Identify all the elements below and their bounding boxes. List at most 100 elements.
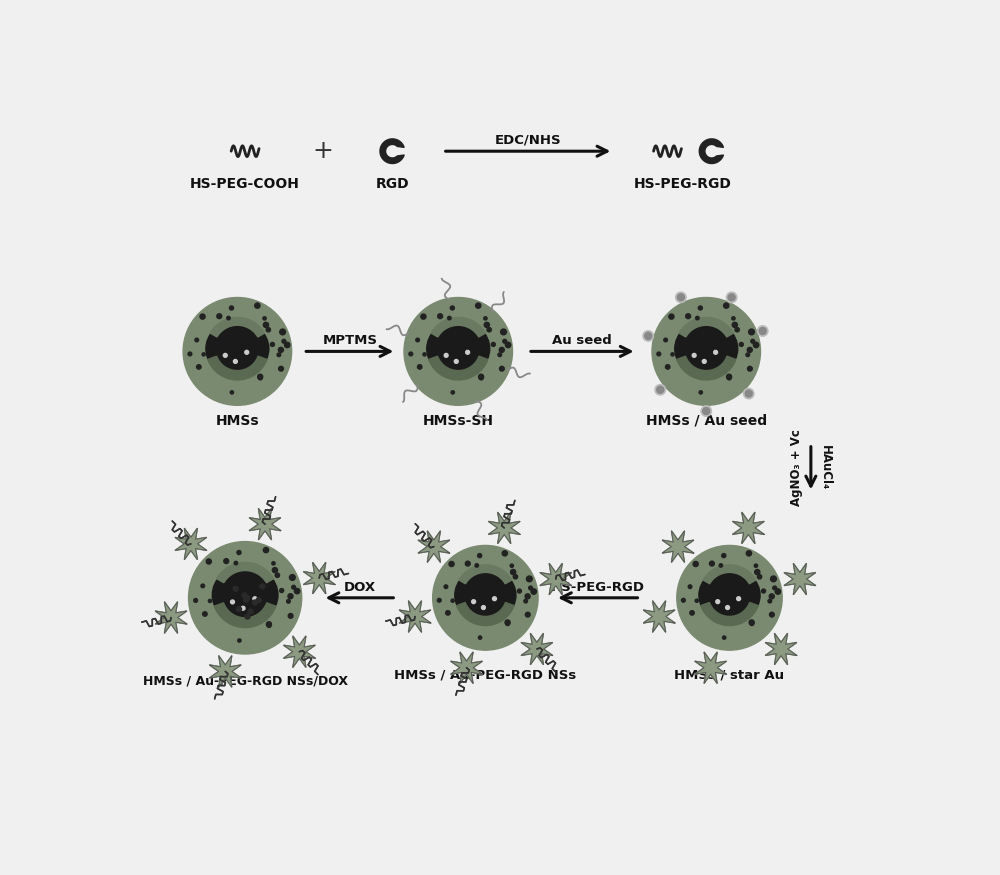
- Circle shape: [499, 367, 504, 371]
- Circle shape: [505, 620, 510, 625]
- Polygon shape: [249, 508, 281, 540]
- Circle shape: [493, 597, 496, 600]
- Circle shape: [195, 338, 199, 342]
- Circle shape: [253, 597, 257, 600]
- Wedge shape: [214, 603, 276, 627]
- Circle shape: [279, 367, 283, 371]
- Circle shape: [292, 585, 296, 589]
- Circle shape: [476, 303, 481, 308]
- Polygon shape: [210, 655, 241, 687]
- Text: EDC/NHS: EDC/NHS: [495, 134, 561, 147]
- Circle shape: [688, 584, 692, 589]
- Circle shape: [288, 594, 293, 598]
- Circle shape: [245, 614, 250, 619]
- Ellipse shape: [212, 566, 278, 624]
- Circle shape: [423, 353, 426, 356]
- Circle shape: [475, 564, 478, 567]
- Circle shape: [703, 408, 710, 415]
- Circle shape: [217, 314, 222, 318]
- Wedge shape: [457, 603, 514, 626]
- Circle shape: [719, 564, 723, 567]
- Text: MPTMS: MPTMS: [322, 334, 377, 347]
- Ellipse shape: [427, 320, 490, 377]
- Circle shape: [472, 599, 476, 604]
- Circle shape: [451, 391, 454, 394]
- Circle shape: [749, 329, 754, 335]
- Ellipse shape: [206, 320, 269, 377]
- Circle shape: [643, 331, 654, 341]
- Text: HMSs: HMSs: [216, 414, 259, 428]
- Circle shape: [747, 347, 752, 353]
- Circle shape: [466, 350, 470, 354]
- Polygon shape: [733, 512, 764, 543]
- Circle shape: [258, 374, 263, 379]
- Circle shape: [244, 595, 249, 600]
- Wedge shape: [431, 318, 485, 337]
- Circle shape: [498, 353, 502, 357]
- Text: RGD: RGD: [376, 178, 409, 192]
- Circle shape: [696, 317, 699, 320]
- Polygon shape: [155, 602, 187, 634]
- Wedge shape: [429, 356, 488, 380]
- Circle shape: [739, 342, 743, 346]
- Circle shape: [203, 612, 207, 616]
- Circle shape: [759, 327, 766, 334]
- Circle shape: [282, 340, 286, 343]
- Circle shape: [690, 611, 694, 615]
- Polygon shape: [418, 531, 450, 563]
- Text: +: +: [312, 139, 333, 164]
- Circle shape: [270, 342, 274, 346]
- Circle shape: [229, 306, 234, 310]
- Circle shape: [726, 606, 729, 610]
- Text: HMSs / Au-PEG-RGD NSs/DOX: HMSs / Au-PEG-RGD NSs/DOX: [143, 675, 348, 688]
- Circle shape: [487, 327, 491, 332]
- Circle shape: [709, 561, 714, 566]
- Circle shape: [280, 329, 286, 335]
- Circle shape: [501, 329, 506, 335]
- Circle shape: [197, 365, 201, 369]
- Circle shape: [208, 599, 212, 603]
- Circle shape: [272, 568, 278, 573]
- Polygon shape: [488, 512, 520, 543]
- Circle shape: [444, 354, 448, 357]
- Polygon shape: [540, 564, 571, 595]
- Circle shape: [479, 376, 483, 380]
- Circle shape: [657, 386, 664, 393]
- Circle shape: [404, 298, 512, 405]
- Circle shape: [245, 350, 249, 354]
- Text: HMSs / star Au: HMSs / star Au: [674, 668, 785, 682]
- Circle shape: [745, 390, 752, 397]
- Circle shape: [288, 613, 293, 619]
- Circle shape: [183, 298, 292, 405]
- Circle shape: [255, 303, 260, 308]
- Circle shape: [677, 294, 684, 301]
- Circle shape: [484, 317, 487, 320]
- Polygon shape: [284, 636, 315, 668]
- Circle shape: [189, 542, 302, 654]
- Circle shape: [525, 594, 530, 598]
- Circle shape: [732, 317, 735, 320]
- Polygon shape: [699, 139, 723, 164]
- Circle shape: [421, 314, 426, 319]
- Circle shape: [224, 558, 229, 564]
- Circle shape: [524, 599, 528, 603]
- Wedge shape: [679, 318, 733, 337]
- Circle shape: [676, 292, 686, 303]
- Ellipse shape: [455, 568, 516, 622]
- Circle shape: [206, 559, 211, 564]
- Circle shape: [416, 338, 419, 342]
- Polygon shape: [643, 601, 675, 632]
- Polygon shape: [399, 601, 431, 632]
- Circle shape: [747, 367, 752, 371]
- Polygon shape: [784, 564, 816, 595]
- Circle shape: [526, 576, 532, 582]
- Text: Au seed: Au seed: [552, 334, 612, 347]
- Ellipse shape: [699, 568, 760, 622]
- Polygon shape: [784, 564, 816, 595]
- Circle shape: [446, 611, 450, 615]
- Circle shape: [751, 340, 755, 343]
- Circle shape: [433, 545, 538, 650]
- Circle shape: [728, 294, 735, 301]
- Circle shape: [665, 365, 670, 369]
- Circle shape: [231, 600, 234, 604]
